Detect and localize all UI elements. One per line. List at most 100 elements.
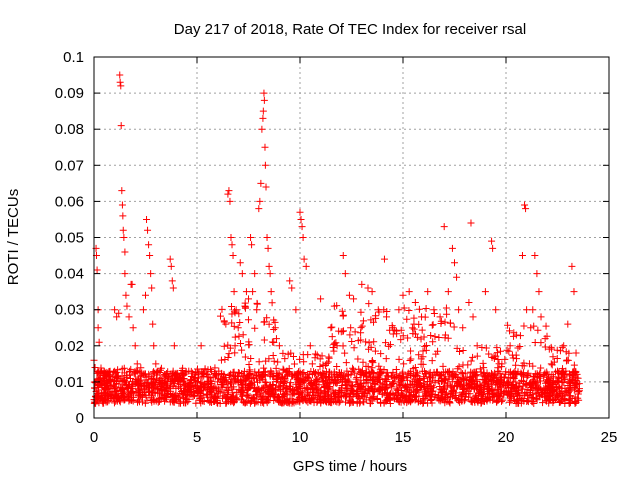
data-point — [138, 398, 146, 406]
data-point — [485, 371, 493, 379]
data-point — [225, 350, 233, 358]
data-point — [457, 368, 465, 376]
data-point — [241, 299, 249, 307]
data-point — [281, 376, 289, 384]
data-point — [473, 352, 481, 360]
data-point — [357, 308, 365, 316]
data-point — [251, 368, 259, 376]
data-point — [359, 358, 367, 366]
data-point — [418, 313, 426, 321]
data-point — [169, 284, 177, 292]
data-point — [419, 353, 427, 361]
data-point — [524, 398, 532, 406]
data-point — [167, 262, 175, 270]
data-point — [506, 342, 514, 350]
data-point — [388, 372, 396, 380]
data-point — [386, 341, 394, 349]
data-point — [225, 371, 233, 379]
data-point — [245, 360, 253, 368]
data-point — [365, 300, 373, 308]
data-point — [417, 383, 425, 391]
data-point — [550, 358, 558, 366]
data-point — [142, 391, 150, 399]
data-point — [203, 378, 211, 386]
data-point — [94, 369, 102, 377]
data-point — [559, 392, 567, 400]
data-point — [187, 388, 195, 396]
data-point — [150, 396, 158, 404]
data-point — [119, 393, 127, 401]
data-point — [353, 398, 361, 406]
data-point — [116, 71, 124, 79]
data-point — [185, 384, 193, 392]
data-point — [419, 399, 427, 407]
data-point — [232, 306, 240, 314]
data-point — [400, 360, 408, 368]
data-point — [349, 398, 357, 406]
data-point — [509, 354, 517, 362]
data-point — [478, 394, 486, 402]
data-point — [516, 342, 524, 350]
data-point — [493, 349, 501, 357]
data-point — [494, 364, 502, 372]
data-point — [228, 302, 236, 310]
data-point — [331, 378, 339, 386]
data-point — [147, 270, 155, 278]
data-point — [437, 317, 445, 325]
data-point — [258, 125, 266, 133]
data-point — [490, 387, 498, 395]
data-point — [501, 355, 509, 363]
data-point — [141, 399, 149, 407]
data-point — [106, 390, 114, 398]
data-point — [121, 248, 129, 256]
data-point — [91, 363, 99, 371]
data-point — [183, 389, 191, 397]
data-point — [97, 381, 105, 389]
data-point — [295, 379, 303, 387]
data-point — [544, 376, 552, 384]
data-point — [347, 324, 355, 332]
data-point — [546, 396, 554, 404]
data-point — [480, 369, 488, 377]
data-point — [512, 382, 520, 390]
data-point — [215, 387, 223, 395]
data-point — [146, 252, 154, 260]
data-point — [134, 392, 142, 400]
data-point — [245, 381, 253, 389]
data-point — [427, 331, 435, 339]
data-point — [549, 353, 557, 361]
data-point — [176, 381, 184, 389]
data-point — [260, 96, 268, 104]
data-point — [357, 376, 365, 384]
data-point — [255, 385, 263, 393]
data-point — [346, 390, 354, 398]
data-point — [255, 205, 263, 213]
data-point — [575, 396, 583, 404]
data-point — [357, 324, 365, 332]
data-point — [444, 288, 452, 296]
data-point — [95, 338, 103, 346]
data-point — [341, 398, 349, 406]
data-point — [283, 367, 291, 375]
data-point — [428, 387, 436, 395]
data-point — [477, 399, 485, 407]
data-point — [354, 392, 362, 400]
data-point — [238, 384, 246, 392]
data-point — [483, 390, 491, 398]
data-point — [534, 385, 542, 393]
data-point — [404, 334, 412, 342]
data-point — [514, 391, 521, 399]
data-point — [498, 360, 506, 368]
data-point — [481, 378, 489, 386]
data-point — [522, 205, 530, 213]
data-point — [333, 398, 341, 406]
data-point — [506, 398, 514, 406]
data-point — [398, 376, 406, 384]
y-tick-label: 0.01 — [55, 374, 84, 391]
data-point — [135, 388, 143, 396]
data-point — [166, 255, 174, 263]
data-point — [495, 391, 503, 399]
data-point — [341, 270, 349, 278]
data-point — [534, 326, 542, 334]
data-point — [222, 320, 230, 328]
